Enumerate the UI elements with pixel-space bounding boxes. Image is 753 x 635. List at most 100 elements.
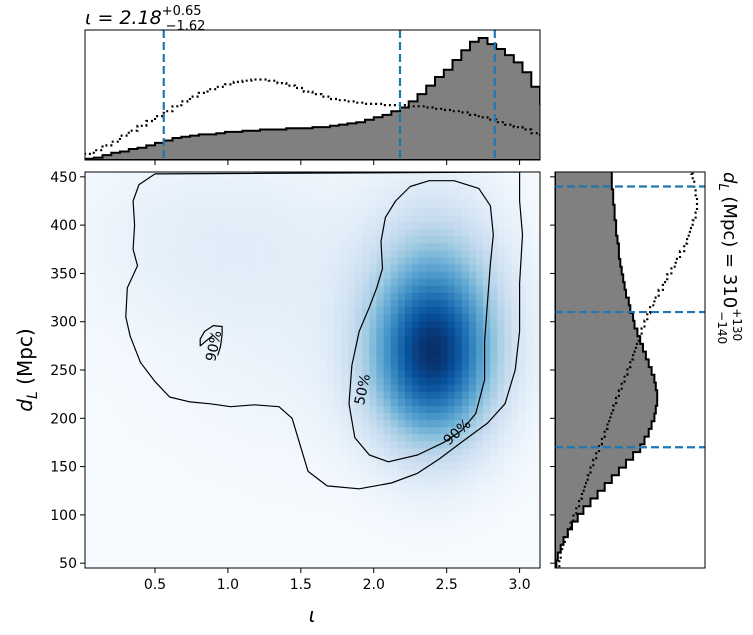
heatmap-cell bbox=[355, 278, 363, 286]
heatmap-cell bbox=[92, 306, 100, 315]
heatmap-cell bbox=[326, 313, 335, 322]
heatmap-cell bbox=[191, 207, 200, 216]
heatmap-cell bbox=[397, 412, 406, 421]
heatmap-cell bbox=[191, 221, 200, 230]
heatmap-cell bbox=[390, 391, 399, 399]
heatmap-cell bbox=[433, 193, 442, 201]
heatmap-cell bbox=[120, 341, 129, 350]
heatmap-cell bbox=[532, 490, 540, 498]
heatmap-cell bbox=[220, 306, 228, 315]
heatmap-cell bbox=[298, 256, 306, 265]
heatmap-cell bbox=[340, 433, 349, 442]
heatmap-cell bbox=[113, 334, 122, 343]
heatmap-cell bbox=[397, 221, 406, 230]
heatmap-cell bbox=[340, 362, 349, 371]
heatmap-cell bbox=[284, 384, 292, 392]
heatmap-cell bbox=[148, 341, 157, 350]
heatmap-cell bbox=[106, 292, 115, 300]
heatmap-cell bbox=[419, 539, 427, 548]
heatmap-cell bbox=[504, 186, 513, 194]
heatmap-cell bbox=[255, 398, 264, 406]
heatmap-cell bbox=[461, 362, 470, 371]
heatmap-cell bbox=[419, 221, 427, 230]
heatmap-cell bbox=[497, 299, 506, 307]
heatmap-cell bbox=[326, 447, 335, 456]
heatmap-cell bbox=[92, 263, 100, 272]
heatmap-cell bbox=[220, 172, 228, 180]
heatmap-cell bbox=[291, 235, 299, 244]
heatmap-cell bbox=[412, 511, 420, 520]
heatmap-cell bbox=[305, 263, 314, 272]
heatmap-cell bbox=[440, 334, 449, 343]
heatmap-cell bbox=[490, 348, 498, 357]
heatmap-cell bbox=[340, 553, 349, 562]
heatmap-cell bbox=[383, 518, 392, 527]
heatmap-cell bbox=[269, 532, 278, 541]
heatmap-cell bbox=[497, 228, 506, 237]
heatmap-cell bbox=[127, 405, 136, 414]
heatmap-cell bbox=[134, 278, 143, 286]
heatmap-cell bbox=[205, 377, 214, 385]
heatmap-cell bbox=[276, 490, 285, 498]
heatmap-cell bbox=[156, 384, 164, 392]
heatmap-cell bbox=[390, 186, 399, 194]
heatmap-cell bbox=[390, 426, 399, 435]
heatmap-cell bbox=[120, 249, 129, 258]
heatmap-cell bbox=[433, 341, 442, 350]
heatmap-cell bbox=[85, 412, 93, 421]
heatmap-cell bbox=[241, 313, 250, 322]
heatmap-cell bbox=[198, 461, 207, 470]
heatmap-cell bbox=[348, 306, 356, 315]
heatmap-cell bbox=[134, 193, 143, 201]
heatmap-cell bbox=[220, 221, 228, 230]
heatmap-cell bbox=[518, 560, 527, 568]
heatmap-cell bbox=[305, 299, 314, 307]
heatmap-cell bbox=[419, 299, 427, 307]
heatmap-cell bbox=[298, 249, 306, 258]
heatmap-cell bbox=[255, 370, 264, 378]
heatmap-cell bbox=[433, 214, 442, 223]
heatmap-cell bbox=[291, 327, 299, 336]
heatmap-cell bbox=[454, 532, 463, 541]
heatmap-cell bbox=[433, 320, 442, 329]
heatmap-cell bbox=[184, 193, 193, 201]
heatmap-cell bbox=[113, 412, 122, 421]
heatmap-cell bbox=[141, 419, 150, 428]
heatmap-cell bbox=[148, 546, 157, 555]
heatmap-cell bbox=[148, 511, 157, 520]
heatmap-cell bbox=[412, 560, 420, 568]
heatmap-cell bbox=[447, 271, 456, 279]
heatmap-cell bbox=[426, 341, 434, 350]
heatmap-cell bbox=[127, 172, 136, 180]
heatmap-cell bbox=[227, 313, 235, 322]
heatmap-cell bbox=[99, 355, 107, 364]
heatmap-cell bbox=[454, 214, 463, 223]
heatmap-cell bbox=[141, 271, 150, 279]
heatmap-cell bbox=[319, 447, 328, 456]
heatmap-cell bbox=[383, 398, 392, 406]
heatmap-cell bbox=[412, 426, 420, 435]
heatmap-cell bbox=[490, 221, 498, 230]
heatmap-cell bbox=[241, 426, 250, 435]
heatmap-cell bbox=[227, 193, 235, 201]
heatmap-cell bbox=[241, 412, 250, 421]
heatmap-cell bbox=[184, 186, 193, 194]
heatmap-cell bbox=[490, 539, 498, 548]
heatmap-cell bbox=[92, 327, 100, 336]
heatmap-cell bbox=[191, 553, 200, 562]
heatmap-cell bbox=[532, 306, 540, 315]
heatmap-cell bbox=[234, 539, 243, 548]
heatmap-cell bbox=[426, 405, 434, 414]
heatmap-cell bbox=[255, 256, 264, 265]
heatmap-cell bbox=[291, 186, 299, 194]
heatmap-cell bbox=[134, 256, 143, 265]
heatmap-cell bbox=[412, 370, 420, 378]
heatmap-cell bbox=[227, 391, 235, 399]
heatmap-cell bbox=[532, 263, 540, 272]
heatmap-cell bbox=[326, 553, 335, 562]
heatmap-cell bbox=[468, 553, 477, 562]
heatmap-cell bbox=[312, 249, 321, 258]
heatmap-cell bbox=[426, 419, 434, 428]
heatmap-cell bbox=[227, 327, 235, 336]
heatmap-cell bbox=[85, 469, 93, 477]
